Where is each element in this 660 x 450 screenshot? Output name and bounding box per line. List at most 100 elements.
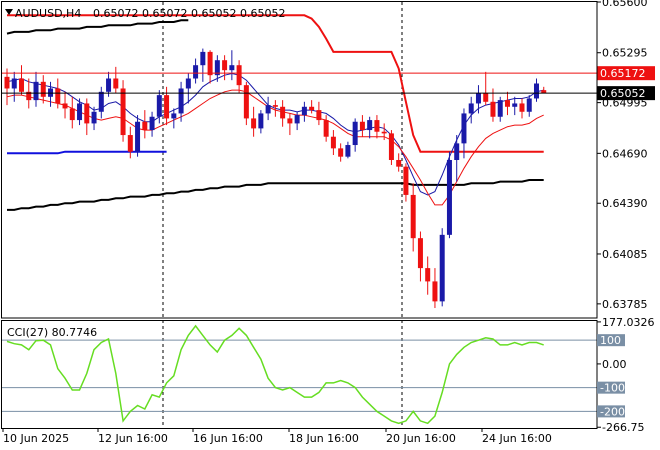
candles (4, 48, 547, 309)
time-tick-label-3: 18 Jun 16:00 (289, 432, 359, 445)
price-tick-label-5: 0.64085 (602, 248, 648, 261)
candle-body-28 (207, 51, 213, 76)
time-tick-label-1: 12 Jun 16:00 (98, 432, 168, 445)
candle-body-53 (388, 133, 394, 160)
candle-body-11 (84, 103, 90, 124)
time-tick-label-5: 24 Jun 16:00 (482, 432, 552, 445)
price-tick-label-0: 0.65600 (602, 0, 648, 9)
collapse-triangle-icon[interactable] (5, 9, 13, 15)
candle-body-64 (468, 103, 474, 114)
candle-body-26 (193, 65, 199, 79)
frames (1, 1, 598, 429)
indicator-panel-frame (1, 320, 598, 429)
candle-body-56 (410, 194, 416, 239)
candle-body-38 (280, 106, 286, 119)
candle-body-3 (26, 91, 32, 101)
candle-body-52 (381, 131, 387, 134)
time-tick-label-4: 20 Jun 16:00 (386, 432, 456, 445)
candle-body-49 (359, 121, 365, 131)
cci-tick-label-3: -100 (600, 382, 625, 395)
candle-body-62 (454, 143, 460, 160)
candle-body-46 (338, 148, 344, 157)
candle-body-23 (171, 113, 177, 119)
candle-body-31 (229, 65, 235, 71)
cci-tick-label-1: 100 (600, 334, 621, 347)
candle-body-33 (243, 85, 249, 119)
candle-body-48 (352, 121, 358, 146)
candle-body-30 (222, 60, 228, 71)
axes: 0.65600 0.65295 0.64995 0.64690 0.64390 0.640… (2, 0, 655, 445)
candle-body-61 (446, 160, 452, 235)
cci-tick-label-0: 177.0326 (602, 316, 655, 329)
candle-body-50 (367, 120, 373, 131)
candle-body-55 (403, 166, 409, 195)
candle-body-40 (294, 115, 300, 124)
candle-body-32 (236, 65, 242, 86)
price-tick-label-6: 0.63785 (602, 298, 648, 311)
price-tag-text-0: 0.65172 (600, 67, 646, 80)
price-grid (162, 2, 403, 428)
cci-level-tag-1 (597, 334, 625, 347)
candle-body-43 (316, 110, 322, 121)
price-tag-bg-1 (597, 86, 655, 101)
price-tick-label-2: 0.64995 (602, 97, 648, 110)
candle-body-72 (526, 98, 532, 112)
candle-body-60 (439, 234, 445, 302)
candle-body-74 (541, 90, 547, 94)
candle-body-18 (135, 121, 141, 152)
ohlc-label: 0.65072 0.65072 0.65052 0.65052 (93, 7, 285, 20)
candle-body-17 (127, 135, 133, 152)
candle-body-22 (164, 95, 170, 119)
candle-body-59 (432, 281, 438, 302)
candle-body-34 (251, 118, 257, 129)
candle-body-67 (490, 101, 496, 117)
cci-line (6, 324, 544, 425)
indicator-label: CCI(27) 80.7746 (7, 326, 97, 339)
candle-body-13 (98, 91, 104, 112)
candle-body-4 (33, 81, 39, 101)
indicator-area (2, 324, 597, 425)
labels: AUDUSD,H4 0.65072 0.65072 0.65052 0.6505… (7, 7, 285, 339)
candle-body-0 (4, 76, 10, 89)
candle-body-29 (214, 60, 220, 76)
candle-body-54 (396, 160, 402, 167)
moving-average-0 (7, 179, 544, 211)
candle-body-27 (200, 51, 206, 66)
cci-tick-label-4: -200 (600, 405, 625, 418)
candle-body-57 (417, 238, 423, 269)
candle-body-25 (185, 78, 191, 89)
candle-body-68 (497, 100, 503, 117)
time-tick-label-2: 16 Jun 16:00 (193, 432, 263, 445)
candle-body-51 (374, 120, 380, 132)
cci-level-tag-4 (597, 405, 625, 418)
candle-body-66 (483, 93, 489, 102)
candle-body-12 (91, 111, 97, 124)
candle-body-1 (11, 78, 17, 89)
candle-body-63 (461, 113, 467, 144)
candle-body-42 (309, 106, 315, 111)
time-tick-label-0: 10 Jun 2025 (3, 432, 69, 445)
candle-body-70 (512, 103, 518, 107)
cci-tick-label-5: -266.75 (602, 421, 644, 434)
candle-body-21 (156, 95, 162, 117)
cci-tick-label-2: 0.00 (602, 358, 627, 371)
price-lines: 0.65172 0.65052 (2, 66, 655, 101)
price-tick-label-1: 0.65295 (602, 47, 648, 60)
symbol-label: AUDUSD,H4 (15, 7, 81, 20)
candle-body-10 (77, 103, 83, 121)
candle-body-35 (258, 113, 264, 129)
candle-body-5 (40, 81, 46, 97)
candle-body-65 (475, 93, 481, 104)
candle-body-2 (19, 78, 25, 92)
candle-body-69 (504, 100, 510, 107)
candle-body-15 (113, 78, 119, 89)
candle-body-58 (425, 268, 431, 282)
candle-body-41 (301, 106, 307, 116)
candle-body-20 (149, 116, 155, 131)
candle-body-45 (330, 136, 336, 149)
candle-body-14 (106, 78, 112, 92)
candle-body-39 (287, 118, 293, 124)
price-tick-label-4: 0.64390 (602, 197, 648, 210)
candle-body-44 (323, 120, 329, 137)
